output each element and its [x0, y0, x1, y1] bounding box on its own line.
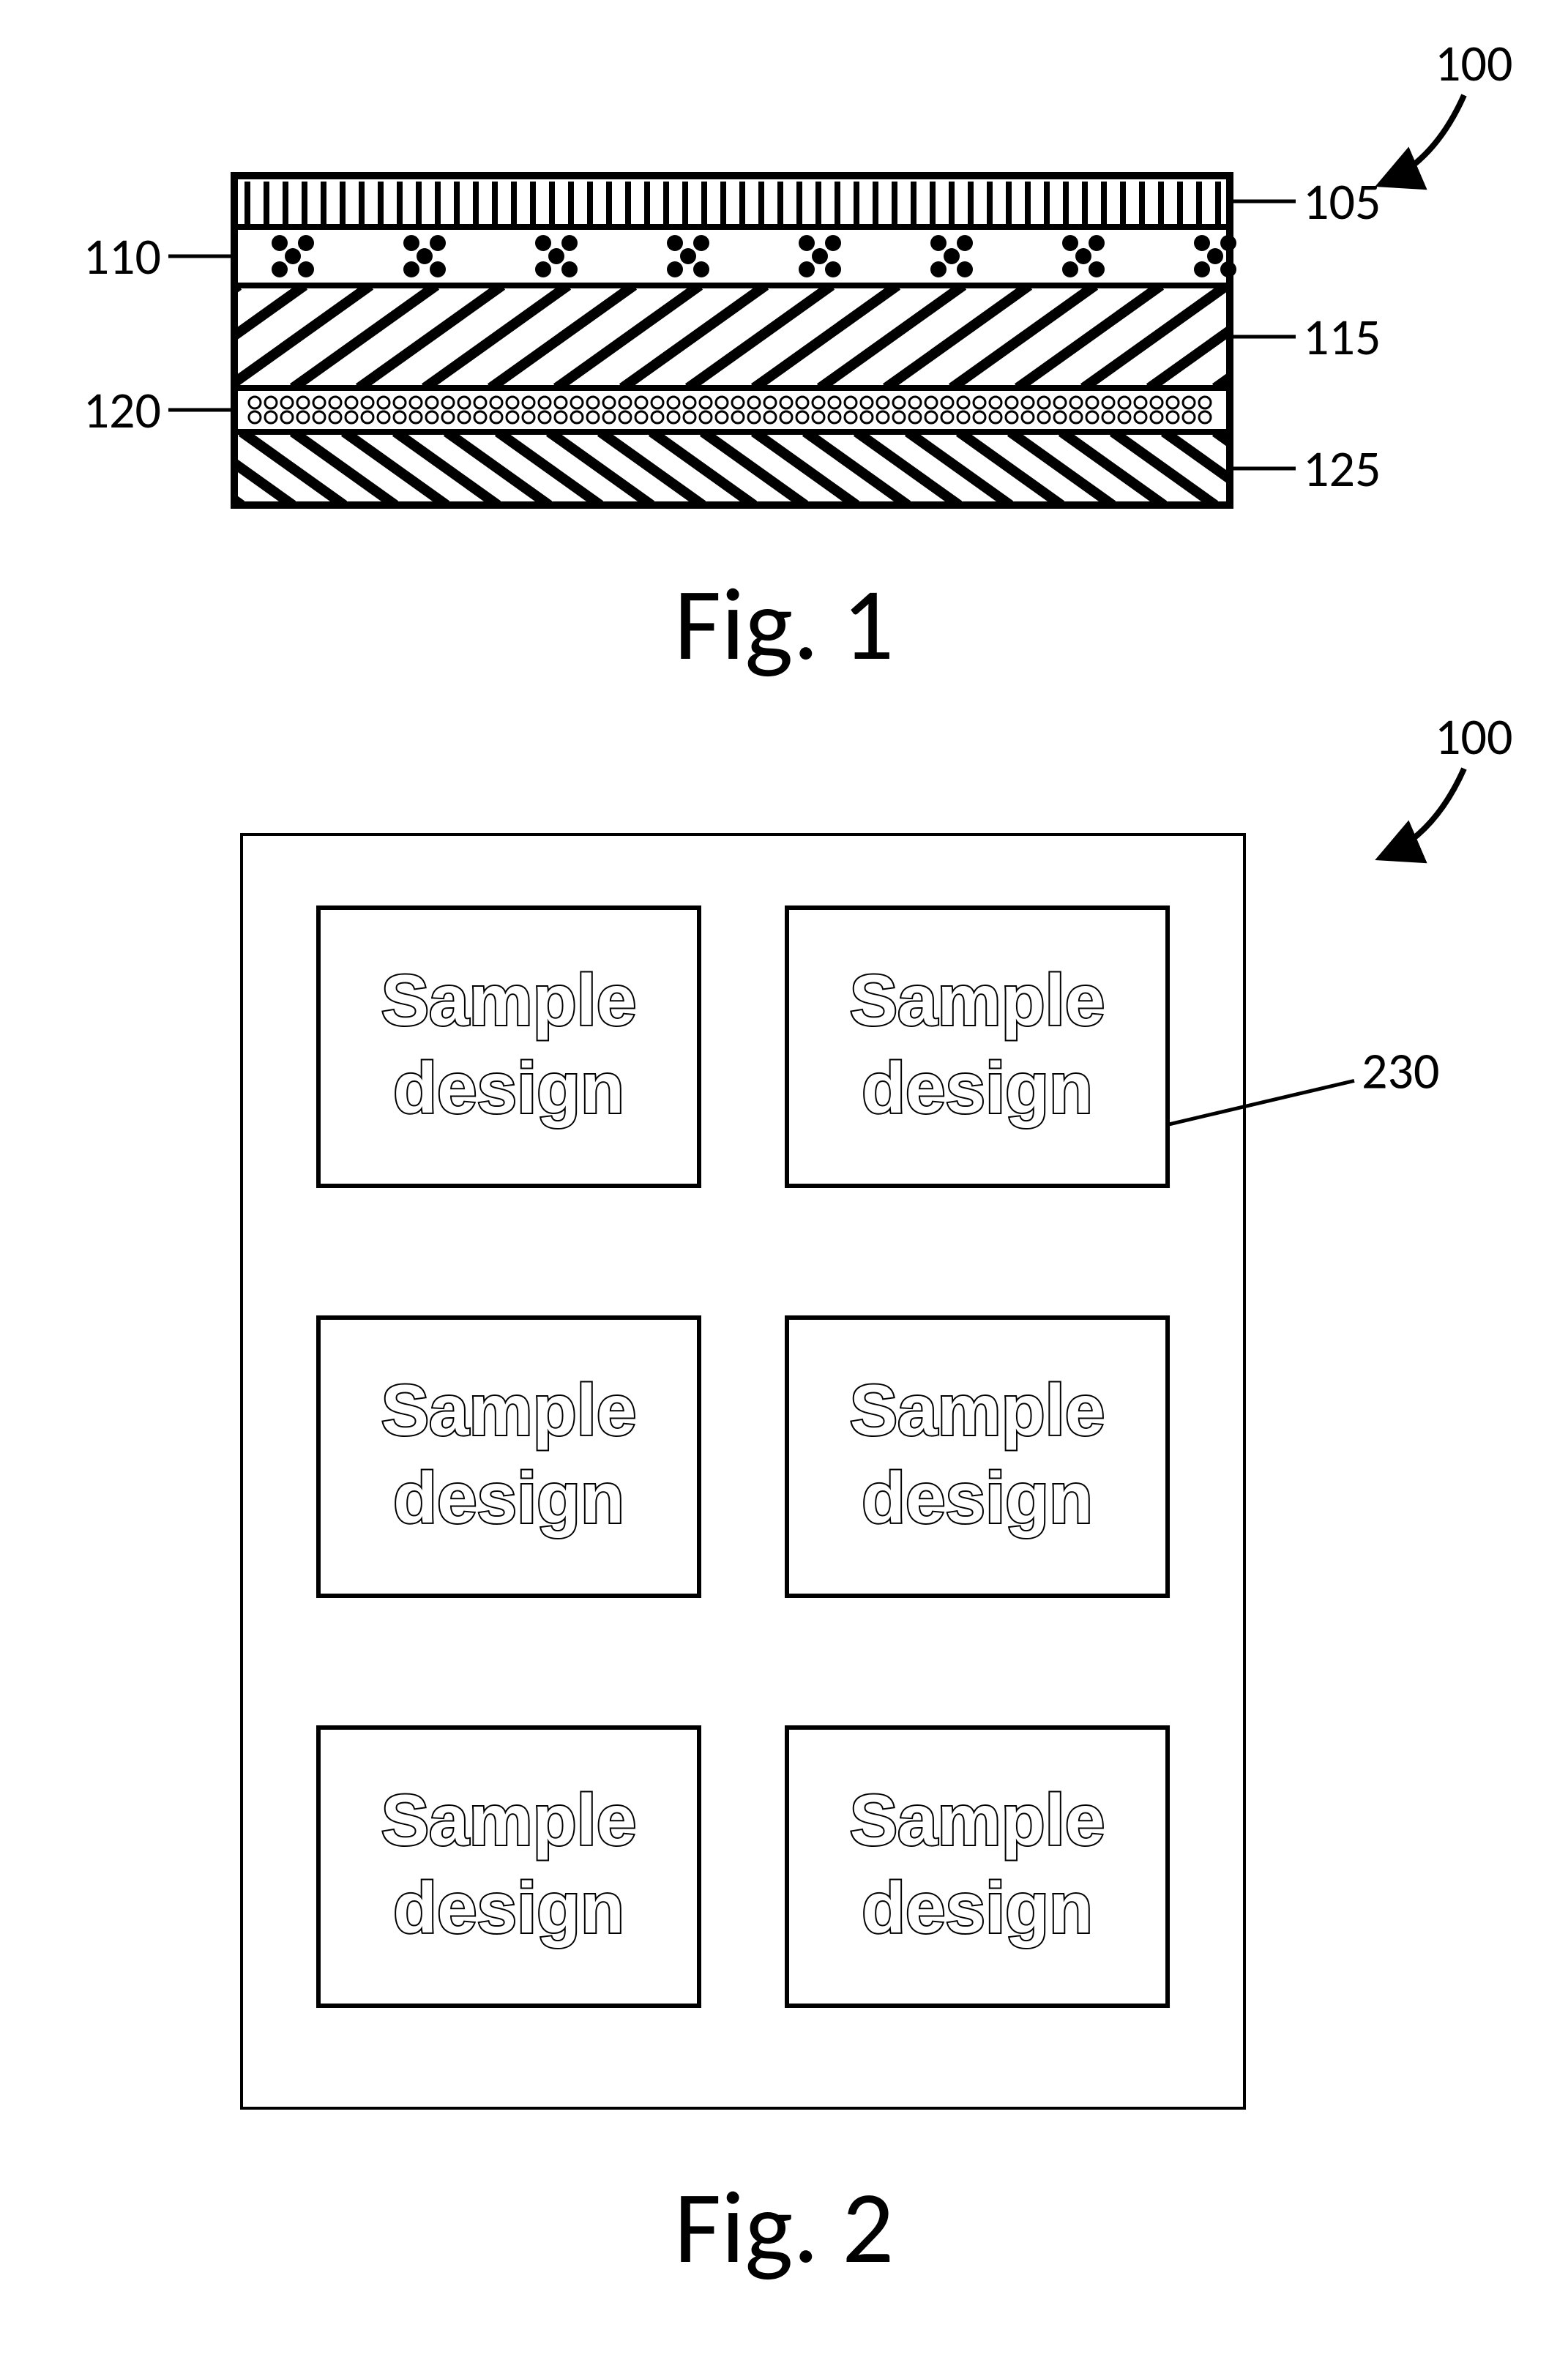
svg-text:230: 230: [1362, 1039, 1439, 1102]
svg-text:Sample: Sample: [381, 960, 637, 1040]
svg-text:Sample: Sample: [381, 1780, 637, 1860]
svg-text:Sample: Sample: [381, 1370, 637, 1450]
svg-text:design: design: [393, 1048, 624, 1128]
svg-text:100: 100: [1435, 31, 1512, 94]
svg-text:120: 120: [83, 378, 161, 441]
svg-text:Sample: Sample: [850, 960, 1105, 1040]
svg-text:115: 115: [1303, 305, 1381, 368]
svg-text:Fig. 1: Fig. 1: [674, 561, 894, 687]
svg-text:design: design: [862, 1867, 1093, 1948]
svg-text:125: 125: [1303, 437, 1381, 500]
svg-text:design: design: [393, 1457, 624, 1538]
svg-text:Fig. 2: Fig. 2: [674, 2165, 894, 2290]
svg-text:design: design: [393, 1867, 624, 1948]
svg-text:105: 105: [1303, 170, 1381, 233]
svg-text:design: design: [862, 1048, 1093, 1128]
svg-text:Sample: Sample: [850, 1370, 1105, 1450]
svg-text:Sample: Sample: [850, 1780, 1105, 1860]
svg-text:100: 100: [1435, 705, 1512, 768]
svg-text:110: 110: [83, 225, 161, 288]
svg-text:design: design: [862, 1457, 1093, 1538]
